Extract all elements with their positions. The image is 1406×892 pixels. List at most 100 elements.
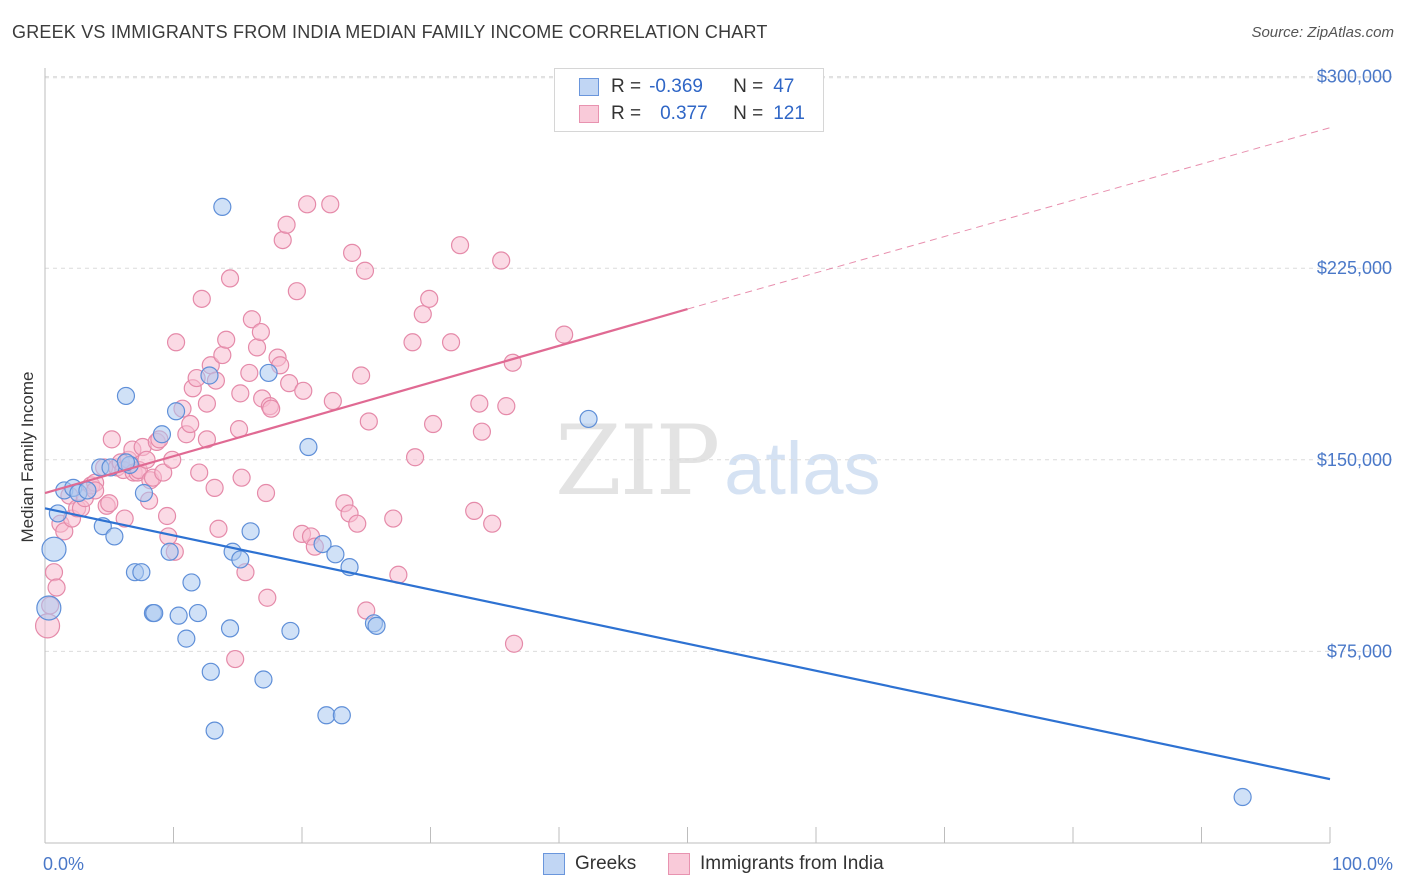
point-india <box>352 366 371 385</box>
point-india <box>262 399 281 418</box>
point-india <box>403 333 422 352</box>
point-india <box>470 394 489 413</box>
point-india <box>355 261 375 280</box>
point-india <box>287 282 306 301</box>
point-india <box>405 448 425 467</box>
point-india <box>197 394 217 413</box>
y-axis-title: Median Family Income <box>18 371 37 542</box>
point-greeks <box>78 481 97 500</box>
point-india <box>280 374 299 393</box>
point-greeks <box>205 721 224 740</box>
point-india <box>242 310 261 329</box>
point-india <box>247 338 267 357</box>
legend-r-label: R = <box>611 103 642 124</box>
point-india <box>256 483 276 503</box>
point-india <box>47 578 66 597</box>
point-greeks <box>132 563 151 582</box>
chart-source: Source: ZipAtlas.com <box>1251 24 1394 41</box>
point-india <box>166 333 186 352</box>
watermark-atlas: atlas <box>724 427 881 510</box>
point-india <box>343 243 362 262</box>
point-india <box>472 422 491 441</box>
point-india <box>44 563 64 582</box>
legend-n-label: N = <box>733 103 764 124</box>
point-greeks <box>313 535 332 554</box>
point-india <box>115 509 134 528</box>
point-greeks <box>105 527 124 546</box>
point-india <box>384 509 403 528</box>
point-greeks <box>367 616 386 635</box>
legend-r-label: R = <box>611 76 642 97</box>
x-tick-label: 0.0% <box>43 854 84 874</box>
point-india <box>450 236 470 255</box>
point-india <box>555 325 574 344</box>
point-india <box>277 215 296 234</box>
chart-title: GREEK VS IMMIGRANTS FROM INDIA MEDIAN FA… <box>12 22 768 42</box>
point-greeks <box>36 595 62 621</box>
legend-swatch-india <box>579 105 599 123</box>
point-india <box>294 381 313 400</box>
point-india <box>321 195 340 214</box>
legend-swatch-greeks <box>579 78 599 96</box>
legend-r-value: -0.369 <box>649 76 703 97</box>
legend-n-value: 121 <box>773 103 805 124</box>
point-greeks <box>317 706 336 725</box>
point-greeks <box>259 363 278 383</box>
trendline-greeks <box>44 507 1331 781</box>
point-india <box>323 391 342 411</box>
point-india <box>157 506 177 526</box>
point-greeks <box>134 483 154 503</box>
point-greeks <box>116 386 136 406</box>
point-india <box>273 230 292 250</box>
point-india <box>251 322 270 342</box>
point-india <box>213 345 232 365</box>
point-india <box>231 384 250 403</box>
point-greeks <box>188 603 208 623</box>
point-greeks <box>177 629 196 648</box>
point-greeks <box>213 197 232 216</box>
point-india <box>220 269 240 288</box>
series-legend: Greeks Immigrants from India <box>0 851 1406 879</box>
point-greeks <box>299 437 318 457</box>
legend-swatch-greeks <box>543 853 565 875</box>
point-greeks <box>326 545 345 564</box>
point-india <box>190 463 209 482</box>
point-greeks <box>200 366 219 385</box>
point-greeks <box>145 603 164 623</box>
point-greeks <box>169 606 188 625</box>
point-india <box>492 251 511 270</box>
point-greeks <box>231 550 250 569</box>
point-india <box>348 514 367 533</box>
point-india <box>209 519 228 538</box>
watermark: ZIPatlas <box>555 405 881 517</box>
point-greeks <box>160 542 179 561</box>
point-greeks <box>152 425 172 444</box>
point-greeks <box>48 504 67 523</box>
point-india <box>258 588 277 607</box>
legend-n-label: N = <box>733 76 764 97</box>
point-india <box>205 478 224 497</box>
point-india <box>497 397 516 416</box>
point-india <box>192 289 211 308</box>
point-india <box>217 330 236 349</box>
legend-label-greeks: Greeks <box>575 853 637 874</box>
legend-r-value: 0.377 <box>660 103 708 124</box>
correlation-legend: R = -0.369 N = 47 R = 0.377 N = 121 <box>554 68 824 132</box>
point-india <box>359 412 378 431</box>
point-india <box>413 305 432 324</box>
point-india <box>154 463 173 482</box>
legend-row-india: R = 0.377 N = 121 <box>555 101 805 127</box>
point-india <box>298 195 317 214</box>
trendline-india-extension <box>687 127 1331 310</box>
x-tick-label: 100.0% <box>1332 854 1393 874</box>
point-greeks <box>166 402 186 421</box>
point-india <box>226 649 245 669</box>
legend-item-india: Immigrants from India <box>668 853 884 875</box>
y-tick-label: $225,000 <box>1317 258 1392 278</box>
y-tick-label: $150,000 <box>1317 450 1392 470</box>
point-greeks <box>182 573 201 592</box>
legend-n-value: 47 <box>773 76 795 97</box>
legend-swatch-india <box>668 853 690 875</box>
point-india <box>181 414 200 434</box>
